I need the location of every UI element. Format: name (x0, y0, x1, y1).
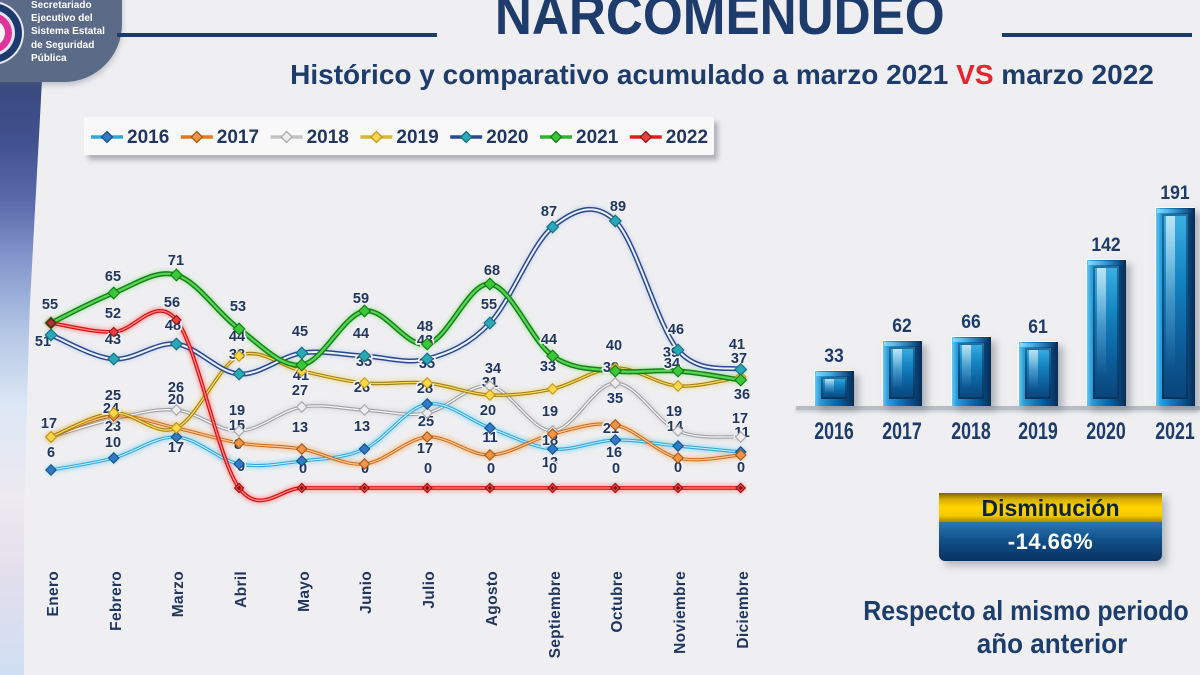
svg-text:44: 44 (541, 332, 557, 348)
svg-text:25: 25 (105, 388, 121, 404)
svg-text:41: 41 (729, 337, 745, 353)
svg-text:11: 11 (482, 430, 497, 446)
svg-text:2018: 2018 (307, 127, 349, 148)
svg-text:17: 17 (732, 411, 748, 427)
svg-text:53: 53 (230, 299, 246, 315)
svg-text:37: 37 (731, 351, 747, 367)
svg-text:0: 0 (737, 460, 745, 476)
svg-text:23: 23 (105, 419, 121, 435)
svg-text:35: 35 (607, 391, 623, 407)
svg-text:13: 13 (292, 420, 308, 436)
svg-text:46: 46 (668, 322, 684, 338)
svg-text:0: 0 (299, 461, 307, 477)
svg-text:19: 19 (542, 404, 558, 420)
svg-text:0: 0 (674, 460, 682, 476)
svg-text:17: 17 (168, 440, 184, 456)
svg-text:52: 52 (105, 306, 121, 322)
svg-text:25: 25 (418, 414, 434, 430)
svg-text:40: 40 (606, 338, 622, 354)
svg-text:68: 68 (484, 263, 500, 279)
svg-text:65: 65 (105, 269, 121, 285)
svg-text:34: 34 (485, 361, 501, 377)
svg-text:27: 27 (292, 383, 308, 399)
svg-text:2020: 2020 (486, 127, 528, 148)
svg-text:2019: 2019 (396, 127, 438, 148)
svg-text:55: 55 (42, 297, 58, 313)
svg-text:56: 56 (164, 295, 180, 311)
svg-text:19: 19 (229, 403, 245, 419)
svg-text:10: 10 (105, 435, 121, 451)
svg-text:45: 45 (292, 324, 308, 340)
svg-text:2016: 2016 (127, 127, 169, 148)
svg-text:13: 13 (354, 419, 370, 435)
svg-text:17: 17 (41, 416, 57, 432)
svg-text:26: 26 (168, 380, 184, 396)
svg-text:71: 71 (168, 253, 184, 269)
svg-text:2022: 2022 (666, 127, 708, 148)
svg-text:0: 0 (612, 461, 620, 477)
svg-text:17: 17 (417, 441, 433, 457)
svg-text:89: 89 (610, 199, 626, 215)
svg-text:6: 6 (47, 445, 55, 461)
svg-text:51: 51 (35, 334, 51, 350)
svg-text:20: 20 (480, 403, 496, 419)
svg-text:0: 0 (549, 461, 557, 477)
svg-text:0: 0 (487, 461, 495, 477)
svg-text:43: 43 (105, 332, 121, 348)
svg-text:44: 44 (353, 326, 369, 342)
svg-text:55: 55 (481, 297, 497, 313)
svg-text:36: 36 (734, 387, 750, 403)
svg-text:2017: 2017 (217, 127, 259, 148)
svg-text:19: 19 (666, 404, 682, 420)
svg-text:59: 59 (353, 291, 369, 307)
svg-text:20: 20 (168, 392, 184, 408)
svg-text:16: 16 (606, 445, 622, 461)
svg-text:48: 48 (417, 319, 433, 335)
svg-text:0: 0 (424, 461, 432, 477)
svg-text:2021: 2021 (576, 127, 619, 148)
svg-text:87: 87 (541, 204, 557, 220)
svg-text:13: 13 (542, 455, 558, 471)
